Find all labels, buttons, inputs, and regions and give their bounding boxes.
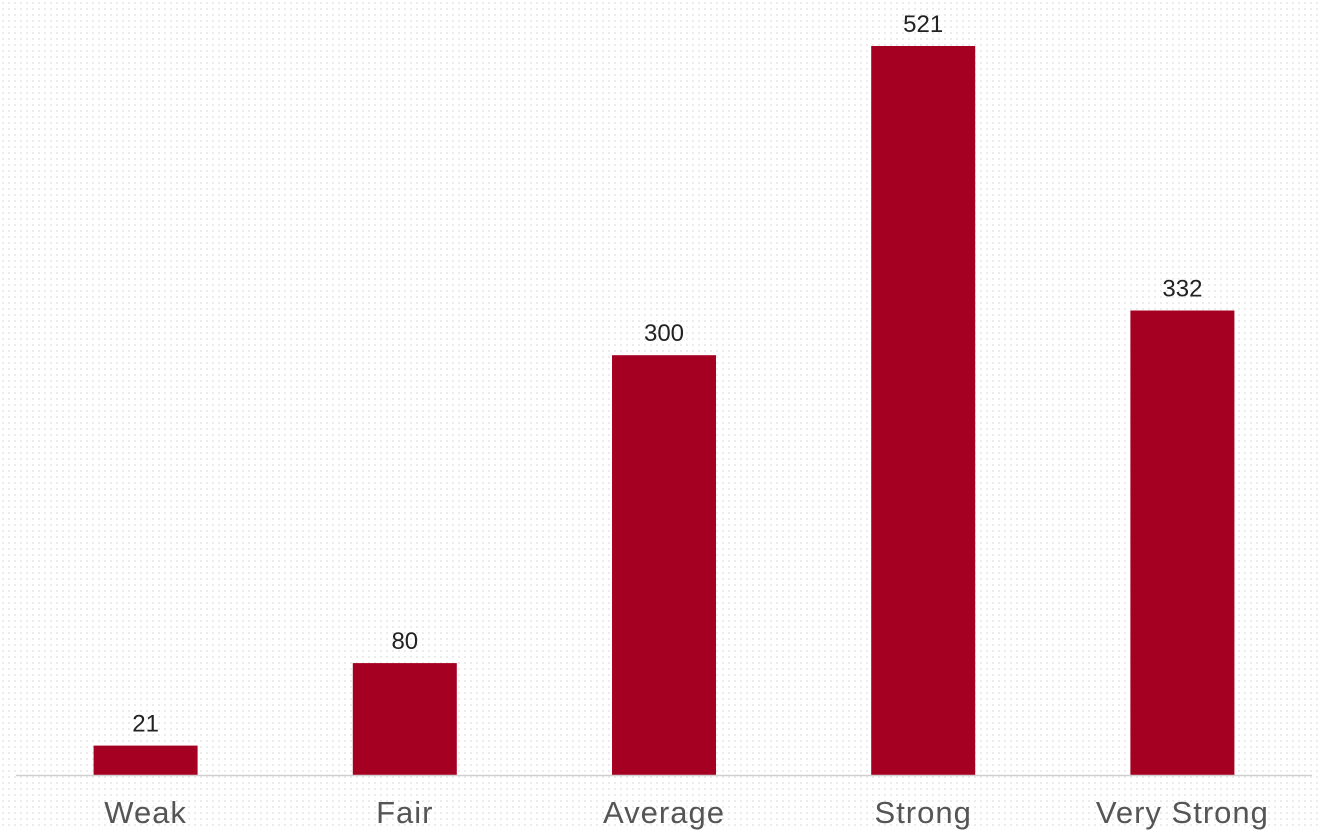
bar-very-strong <box>1130 310 1235 775</box>
data-label-weak: 21 <box>132 711 159 738</box>
category-label-strong: Strong <box>875 795 972 830</box>
category-label-weak: Weak <box>104 795 187 830</box>
data-label-very-strong: 332 <box>1162 276 1202 303</box>
bar-fair <box>352 663 457 775</box>
category-label-fair: Fair <box>376 795 433 830</box>
category-labels-layer: Weak Fair Average Strong Very Strong <box>104 795 1269 830</box>
data-label-average: 300 <box>644 320 684 347</box>
bar-weak <box>93 745 198 775</box>
bar-average <box>612 355 716 775</box>
bars-layer <box>93 46 1235 775</box>
value-labels-layer: 21 80 300 521 332 <box>132 11 1202 738</box>
bar-strong <box>871 46 976 775</box>
data-label-strong: 521 <box>903 11 943 38</box>
category-label-average: Average <box>603 795 725 830</box>
data-label-fair: 80 <box>391 628 418 655</box>
category-label-very-strong: Very Strong <box>1096 795 1269 830</box>
